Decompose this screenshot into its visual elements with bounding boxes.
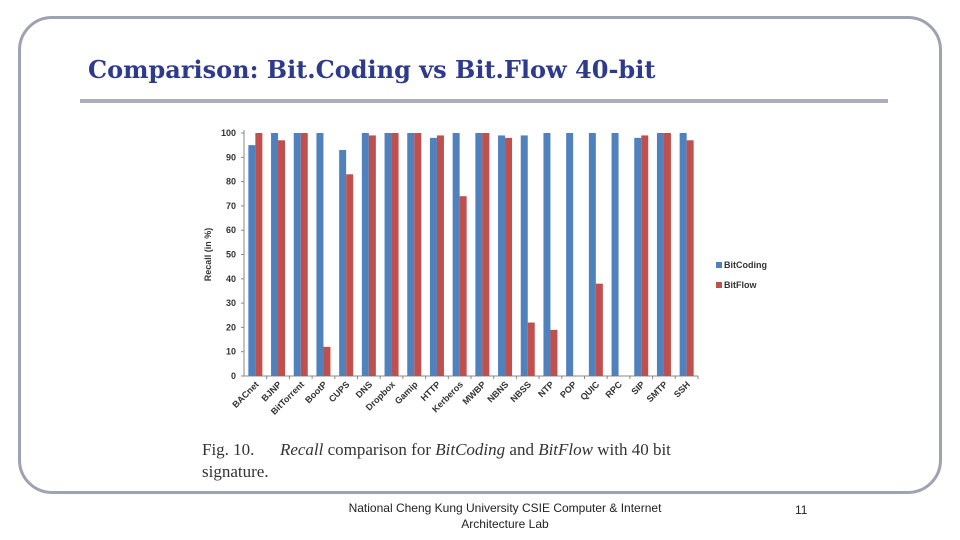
bar-bitflow-quic xyxy=(595,283,603,376)
bar-bitflow-ssh xyxy=(686,140,694,376)
bar-bitcoding-ssh xyxy=(679,133,687,376)
page-number: 11 xyxy=(795,503,808,517)
x-tick-label: Gamip xyxy=(393,379,420,406)
bar-bitflow-http xyxy=(436,135,444,376)
x-tick-label: SSH xyxy=(672,379,692,399)
legend-label-bitflow: BitFlow xyxy=(724,280,757,290)
bar-bitflow-mwbp xyxy=(482,133,490,376)
y-tick-label: 80 xyxy=(226,177,236,187)
caption-line2: signature. xyxy=(202,462,269,481)
caption-text-3: with 40 bit xyxy=(592,440,671,459)
bar-bitcoding-http xyxy=(429,137,437,376)
bar-bitcoding-quic xyxy=(588,133,596,376)
bar-bitcoding-dropbox xyxy=(384,133,392,376)
bar-bitflow-dns xyxy=(368,135,376,376)
bar-bitflow-gamip xyxy=(414,133,422,376)
x-tick-label: MWBP xyxy=(461,379,488,406)
x-tick-label: SIP xyxy=(629,379,646,396)
bar-bitcoding-dns xyxy=(361,133,369,376)
bar-bitflow-bootp xyxy=(323,346,331,376)
bar-bitcoding-bacnet xyxy=(248,145,256,376)
x-tick-label: BACnet xyxy=(230,379,260,409)
bar-bitflow-dropbox xyxy=(391,133,399,376)
bar-bitflow-bittorrent xyxy=(300,133,308,376)
slide-frame xyxy=(18,16,942,494)
y-tick-label: 50 xyxy=(226,250,236,260)
x-tick-label: NBNS xyxy=(485,379,510,404)
x-tick-label: POP xyxy=(558,379,579,400)
footer-line1: National Cheng Kung University CSIE Comp… xyxy=(348,501,662,515)
bar-bitflow-cups xyxy=(346,174,354,376)
legend-label-bitcoding: BitCoding xyxy=(724,260,767,270)
y-tick-label: 70 xyxy=(226,201,236,211)
bar-bitflow-bjnp xyxy=(278,140,286,376)
legend-swatch-bitcoding xyxy=(716,262,722,268)
bar-bitcoding-gamip xyxy=(407,133,415,376)
y-tick-label: 20 xyxy=(226,322,236,332)
x-tick-label: RPC xyxy=(603,379,624,400)
x-tick-label: QUIC xyxy=(578,379,601,402)
legend-swatch-bitflow xyxy=(716,282,722,288)
y-axis-label: Recall (in %) xyxy=(203,228,213,282)
y-tick-label: 0 xyxy=(231,371,236,381)
footer-line2: Architecture Lab xyxy=(461,517,549,531)
bar-bitcoding-bjnp xyxy=(271,133,279,376)
y-tick-label: 60 xyxy=(226,225,236,235)
bar-bitcoding-cups xyxy=(339,150,347,376)
x-tick-label: NTP xyxy=(536,379,556,399)
slide-title: Comparison: Bit.Coding vs Bit.Flow 40-bi… xyxy=(88,55,656,84)
x-tick-label: NBSS xyxy=(508,379,533,404)
y-tick-label: 40 xyxy=(226,274,236,284)
bar-bitcoding-nbss xyxy=(520,135,528,376)
y-tick-label: 90 xyxy=(226,152,236,162)
caption-fig-label: Fig. 10. xyxy=(202,440,255,459)
bar-bitcoding-smtp xyxy=(656,133,664,376)
bar-bitflow-nbns xyxy=(505,137,513,376)
caption-text-1: comparison for xyxy=(323,440,436,459)
bar-bitflow-smtp xyxy=(663,133,671,376)
slide-footer: National Cheng Kung University CSIE Comp… xyxy=(300,500,710,532)
y-tick-label: 10 xyxy=(226,347,236,357)
bar-bitflow-kerberos xyxy=(459,196,467,376)
bar-bitcoding-rpc xyxy=(611,133,619,376)
x-tick-label: CUPS xyxy=(327,379,352,404)
caption-bitflow: BitFlow xyxy=(538,440,593,459)
bar-bitcoding-sip xyxy=(634,137,642,376)
bar-bitcoding-mwbp xyxy=(475,133,483,376)
bar-bitcoding-pop xyxy=(566,133,574,376)
bar-bitcoding-nbns xyxy=(498,135,506,376)
y-tick-label: 100 xyxy=(221,128,236,138)
x-tick-label: BootP xyxy=(303,379,329,405)
bar-bitflow-sip xyxy=(641,135,649,376)
bar-bitflow-nbss xyxy=(527,322,535,376)
title-divider xyxy=(80,99,888,103)
bar-bitcoding-bootp xyxy=(316,133,324,376)
bar-bitcoding-ntp xyxy=(543,133,551,376)
y-tick-label: 30 xyxy=(226,298,236,308)
bar-bitcoding-bittorrent xyxy=(293,133,301,376)
x-tick-label: SMTP xyxy=(645,379,670,404)
caption-recall: Recall xyxy=(279,440,324,459)
figure-caption: Fig. 10. Recall comparison for BitCoding… xyxy=(202,439,782,483)
caption-text-2: and xyxy=(505,440,539,459)
bar-bitcoding-kerberos xyxy=(452,133,460,376)
bar-bitflow-ntp xyxy=(550,329,558,376)
bar-bitflow-bacnet xyxy=(255,133,263,376)
caption-bitcoding: BitCoding xyxy=(435,440,506,459)
